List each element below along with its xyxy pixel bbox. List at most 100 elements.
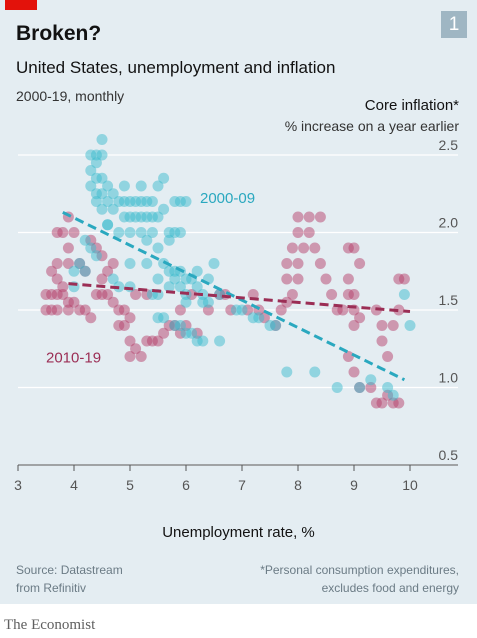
y-tick-label: 1.0 [439,370,459,386]
data-point [85,312,97,324]
data-point [102,180,114,192]
data-point [292,258,304,269]
data-point [141,234,153,246]
data-point [102,289,114,300]
data-point [107,203,119,215]
data-point [163,227,175,238]
data-point [314,258,326,269]
brand-tag [5,0,37,10]
data-point [62,258,74,269]
data-point [124,258,136,269]
data-point [281,296,293,308]
series-labels: 2000-09 2010-19 [46,190,255,367]
data-point [354,312,366,324]
data-point [174,227,186,238]
data-point [309,366,321,378]
data-point [90,196,102,207]
data-point [107,188,119,200]
data-point [158,258,170,269]
data-point [270,320,282,331]
data-point [286,289,298,300]
data-point [174,281,186,293]
source-line-1: Source: Datastream [16,563,123,577]
data-point [152,211,164,223]
data-point [124,227,136,238]
data-point [292,227,304,238]
data-point [118,180,130,192]
data-point [398,289,410,300]
chart-title: Broken? [16,22,102,45]
data-point [365,382,377,393]
data-point [382,382,394,393]
data-point [326,289,338,300]
footnote: *Personal consumption expenditures, exclu… [260,561,459,597]
data-point [174,320,186,331]
data-point [387,320,399,331]
data-point [135,180,147,192]
trend-lines [62,211,411,382]
data-point [393,397,405,409]
chart-panel [0,0,477,604]
data-point [163,234,175,246]
data-point [113,227,125,238]
data-point [281,366,293,378]
data-point [354,382,366,393]
data-point [96,149,108,161]
x-tick-label: 3 [14,477,22,493]
data-point [331,382,343,393]
data-point [135,227,147,238]
data-point [309,242,321,254]
data-point [180,296,192,308]
data-point [90,250,102,262]
y-tick-label: 2.5 [439,137,459,153]
data-point [174,304,186,316]
data-point [107,296,119,308]
data-point [253,312,265,324]
data-point [197,335,209,347]
data-point [152,335,164,347]
footnote-line-2: excludes food and energy [321,581,459,595]
data-point [342,351,354,362]
y-tick-label: 0.5 [439,447,459,463]
data-point [354,258,366,269]
data-point [208,258,220,269]
data-point [158,203,170,215]
data-point [281,258,293,269]
data-point [102,196,114,207]
publisher-logo: The Economist [4,617,96,633]
data-point [96,273,108,285]
chart-subtitle: United States, unemployment and inflatio… [16,58,336,77]
data-point [102,265,114,277]
data-point [376,320,388,331]
data-point [46,265,58,277]
data-point [107,258,119,269]
x-tick-label: 5 [126,477,134,493]
x-tick-label: 10 [402,477,418,493]
data-point [124,312,136,324]
data-point [398,273,410,285]
data-point [382,351,394,362]
x-axis-label: Unemployment rate, % [162,524,315,541]
data-point [186,327,198,339]
data-point [124,335,136,347]
data-point [292,211,304,223]
data-point [275,304,287,316]
data-point [303,227,315,238]
data-point [342,273,354,285]
data-point [393,304,405,316]
data-point [348,289,360,300]
data-point [107,273,119,285]
y-axis-label: Core inflation* [364,97,459,114]
data-point [124,281,136,293]
data-point [180,196,192,207]
data-point [191,265,203,277]
data-point [62,242,74,254]
data-point [298,242,310,254]
data-points [40,134,416,409]
x-tick-label: 8 [294,477,302,493]
chart-period: 2000-19, monthly [16,88,125,104]
data-point [130,289,142,300]
data-point [202,304,214,316]
x-tick-label: 9 [350,477,358,493]
data-point [348,366,360,378]
